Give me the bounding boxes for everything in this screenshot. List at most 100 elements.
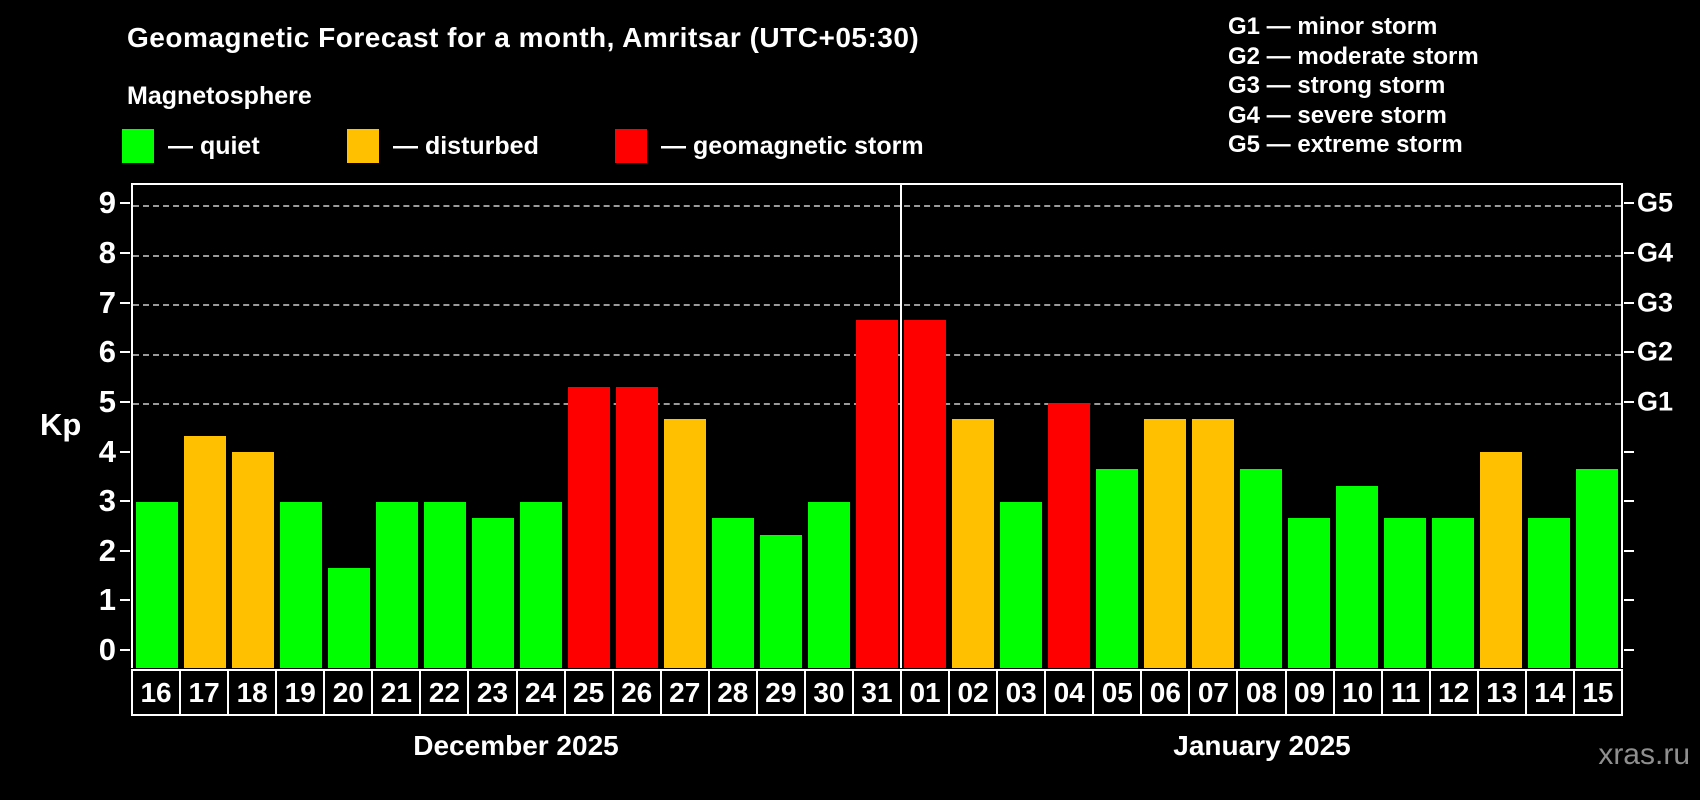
g-legend-line-g5: G5 — extreme storm (1228, 131, 1463, 158)
kp-bar-day-06 (1144, 419, 1186, 668)
g-legend-line-g2: G2 — moderate storm (1228, 42, 1479, 70)
day-cell-04: 04 (1044, 669, 1095, 716)
y-axis-label-1: 1 (98, 582, 116, 618)
y-axis-label-7: 7 (98, 284, 116, 320)
y-axis-label-3: 3 (98, 483, 116, 519)
kp-bar-day-09 (1288, 518, 1330, 668)
right-tick-9 (1624, 202, 1634, 205)
kp-bar-day-07 (1192, 419, 1234, 668)
kp-bar-day-13 (1480, 452, 1522, 668)
left-tick-9 (120, 202, 130, 205)
day-cell-10: 10 (1332, 669, 1383, 716)
month-label-december: December 2025 (413, 730, 619, 761)
right-tick-5 (1624, 400, 1634, 403)
left-tick-5 (120, 400, 130, 403)
kp-bar-day-15 (1576, 468, 1618, 668)
g-legend-line-g1: G1 — minor storm (1228, 13, 1438, 40)
day-cell-30: 30 (803, 669, 854, 716)
g-legend-line-g4: G4 — severe storm (1228, 101, 1447, 129)
legend-item-disturbed: — disturbed (347, 128, 539, 164)
kp-bar-day-20 (328, 567, 370, 668)
right-tick-4 (1624, 450, 1634, 453)
day-cell-12: 12 (1428, 669, 1479, 716)
kp-bar-day-21 (376, 501, 418, 668)
storm-color-swatch (615, 129, 647, 163)
right-tick-7 (1624, 301, 1634, 304)
legend-item-storm: — geomagnetic storm (615, 128, 924, 164)
kp-bar-day-12 (1431, 518, 1474, 668)
day-cell-28: 28 (707, 669, 758, 716)
disturbed-color-swatch (347, 129, 379, 163)
right-axis-label-g2: G2 (1637, 336, 1674, 367)
kp-bar-day-02 (952, 419, 994, 668)
left-tick-3 (120, 500, 130, 503)
left-tick-0 (120, 649, 130, 652)
day-cell-01: 01 (900, 669, 951, 716)
kp-bar-day-30 (808, 501, 850, 668)
kp-bar-day-25 (568, 386, 610, 668)
day-cell-03: 03 (996, 669, 1047, 716)
kp-bar-day-01 (904, 320, 946, 668)
legend-label-storm: — geomagnetic storm (661, 131, 924, 160)
day-cell-05: 05 (1092, 669, 1143, 716)
day-cell-13: 13 (1476, 669, 1527, 716)
y-axis-label-9: 9 (98, 185, 116, 221)
left-tick-8 (120, 251, 130, 254)
y-axis-label-6: 6 (98, 334, 116, 370)
day-cell-07: 07 (1188, 669, 1239, 716)
gridline-kp-9 (133, 205, 1621, 208)
kp-bar-day-10 (1336, 485, 1378, 668)
day-cell-08: 08 (1236, 669, 1287, 716)
right-tick-6 (1624, 351, 1634, 354)
y-axis-label-0: 0 (98, 632, 116, 668)
kp-bar-day-27 (664, 419, 706, 668)
kp-bar-day-23 (472, 518, 514, 668)
left-tick-2 (120, 549, 130, 552)
left-tick-4 (120, 450, 130, 453)
left-tick-1 (120, 599, 130, 602)
right-axis-label-g1: G1 (1637, 386, 1674, 417)
kp-bar-day-11 (1384, 518, 1426, 668)
day-cell-16: 16 (131, 669, 182, 716)
legend-label-disturbed: — disturbed (393, 131, 539, 160)
y-axis-label-8: 8 (98, 234, 116, 270)
day-label-row: 16 17 18 19 20 21 22 23 24 25 26 27 28 29 30 31 01 02 03 04… (131, 669, 1623, 716)
kp-bar-day-26 (616, 386, 658, 668)
kp-bar-day-04 (1048, 403, 1090, 668)
gridline-kp-7 (133, 304, 1621, 307)
page-title: Geomagnetic Forecast for a month, Amrits… (127, 22, 920, 53)
chart-plot-area (131, 183, 1623, 668)
right-axis-label-g4: G4 (1637, 237, 1674, 268)
kp-bar-day-17 (184, 436, 226, 668)
month-label-january: January 2025 (1173, 730, 1351, 761)
day-cell-15: 15 (1572, 669, 1623, 716)
day-cell-11: 11 (1380, 669, 1431, 716)
y-axis-label-4: 4 (98, 433, 116, 469)
y-axis-label-2: 2 (98, 532, 116, 568)
day-cell-18: 18 (227, 669, 278, 716)
day-cell-19: 19 (275, 669, 326, 716)
y-axis-label-5: 5 (98, 383, 116, 419)
day-cell-02: 02 (948, 669, 999, 716)
gridline-kp-8 (133, 254, 1621, 257)
kp-bar-day-28 (712, 518, 754, 668)
chart-subtitle: Magnetosphere (127, 82, 312, 110)
kp-bar-day-16 (136, 501, 178, 668)
right-tick-1 (1624, 599, 1634, 602)
day-cell-23: 23 (467, 669, 518, 716)
day-cell-20: 20 (323, 669, 374, 716)
kp-bar-day-19 (280, 501, 322, 668)
right-tick-0 (1624, 649, 1634, 652)
day-cell-17: 17 (179, 669, 230, 716)
day-cell-09: 09 (1284, 669, 1335, 716)
legend-label-quiet: — quiet (168, 131, 260, 160)
kp-bar-day-31 (856, 320, 898, 668)
day-cell-25: 25 (563, 669, 614, 716)
day-cell-24: 24 (515, 669, 566, 716)
day-cell-14: 14 (1524, 669, 1575, 716)
kp-bar-day-08 (1240, 468, 1282, 668)
kp-bar-day-03 (1000, 501, 1042, 668)
kp-bar-day-24 (520, 501, 562, 668)
day-cell-22: 22 (419, 669, 470, 716)
